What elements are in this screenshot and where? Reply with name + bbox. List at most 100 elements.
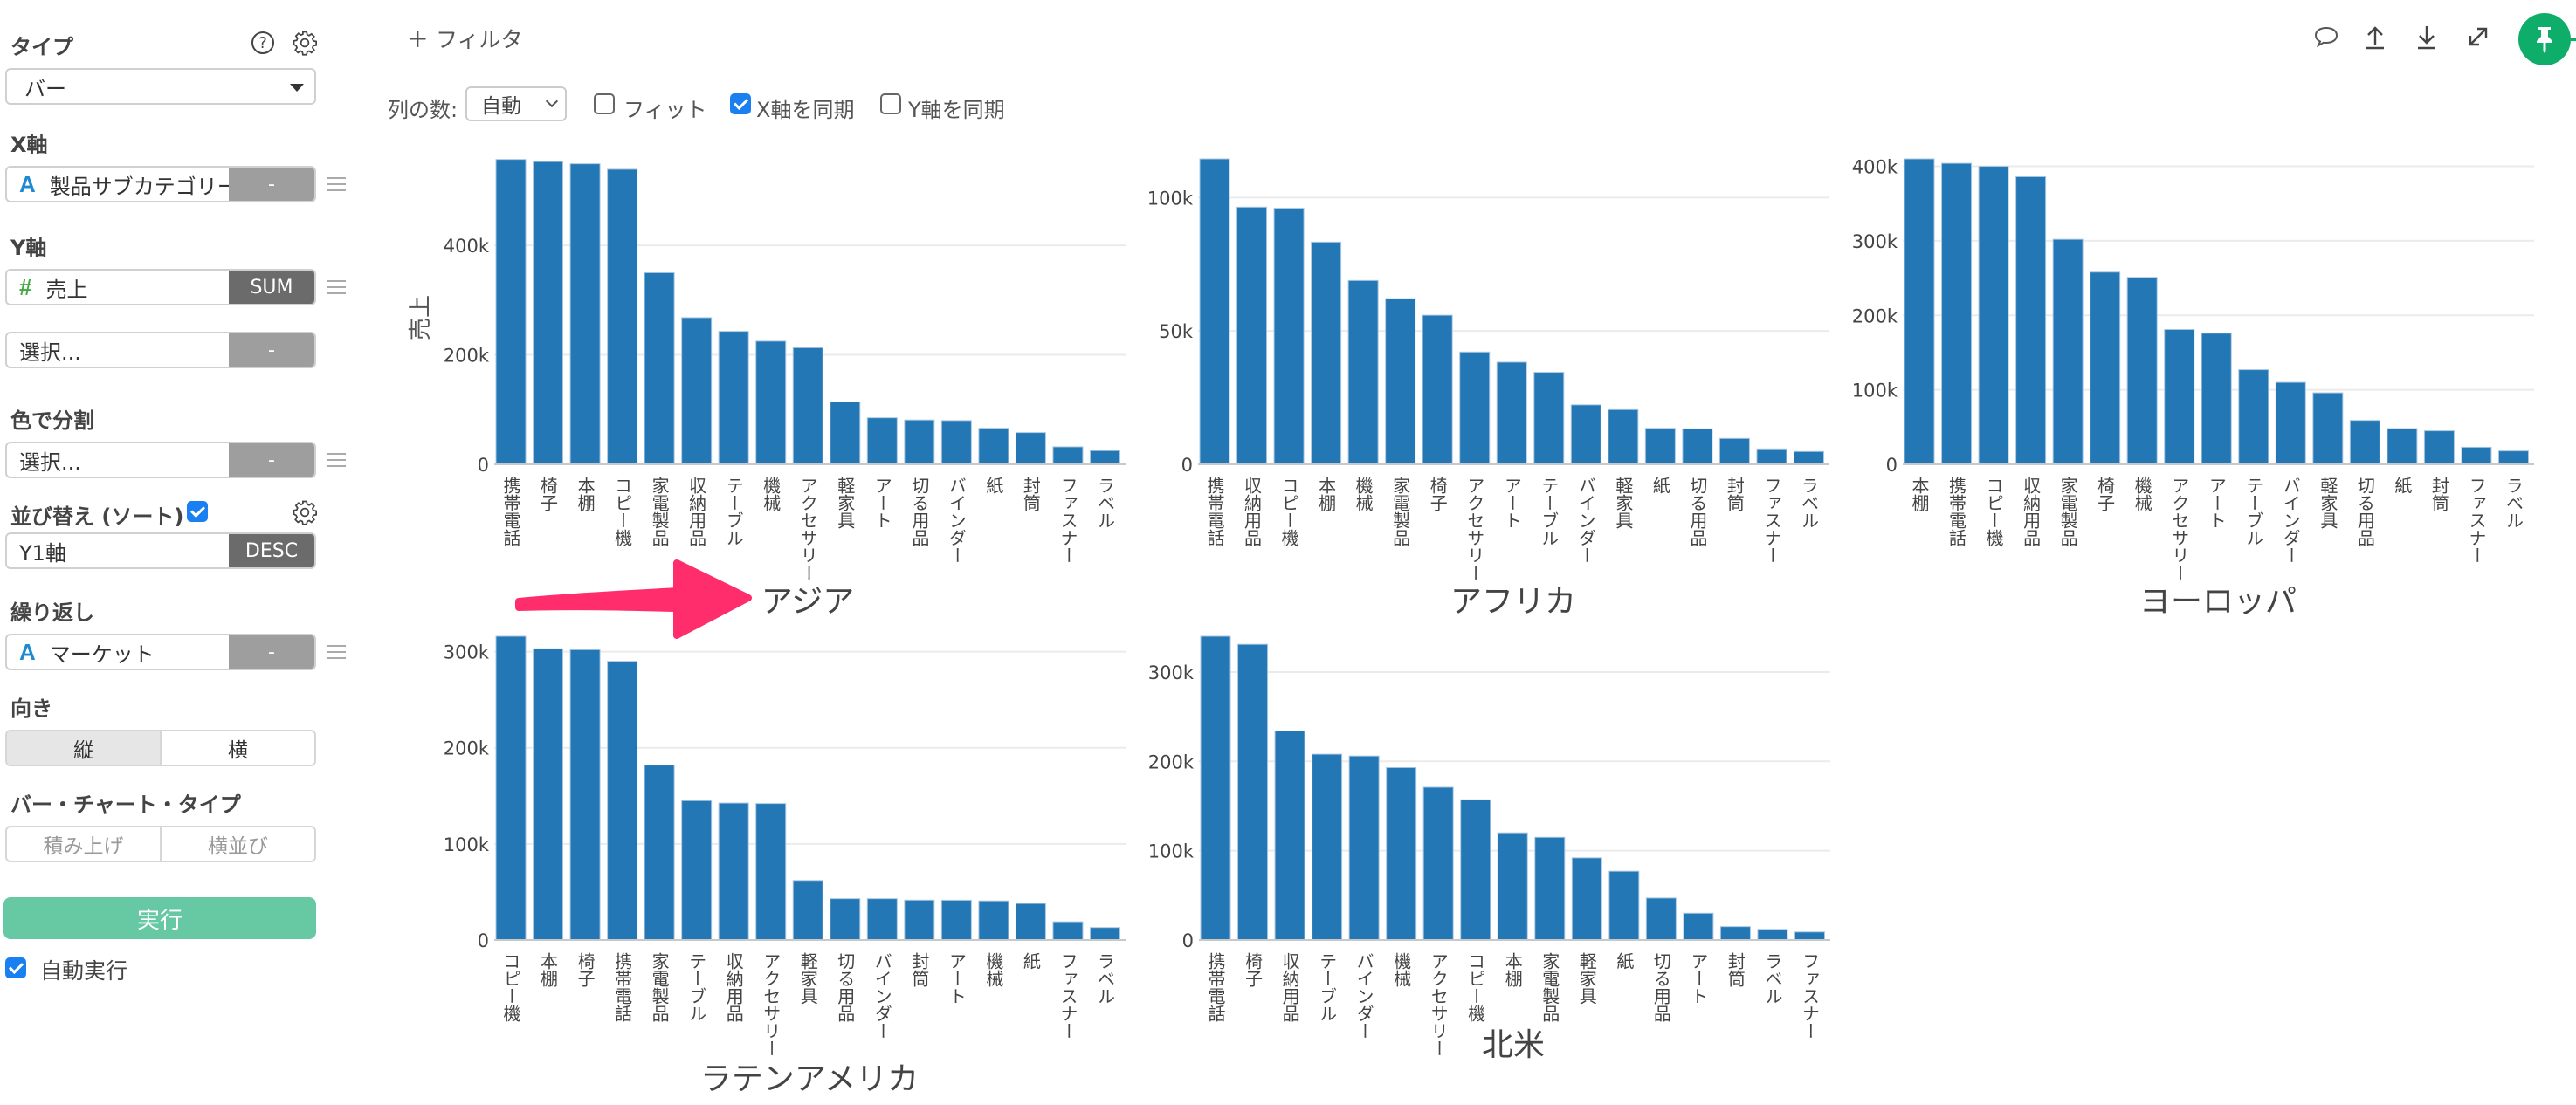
chart-type-select[interactable]: バー <box>5 68 316 105</box>
bar-本棚[interactable] <box>533 648 564 941</box>
bar-家電製品[interactable] <box>1385 298 1416 465</box>
bar-アクセサリー[interactable] <box>2164 328 2195 465</box>
drag-handle-icon[interactable] <box>327 177 346 191</box>
bar-アクセサリー[interactable] <box>755 803 787 941</box>
x-axis-agg-button[interactable]: - <box>229 168 314 201</box>
download-icon[interactable] <box>2411 21 2442 52</box>
bar-携帯電話[interactable] <box>607 661 638 941</box>
sort-order-button[interactable]: DESC <box>229 534 314 567</box>
bar-機械[interactable] <box>978 900 1009 941</box>
add-filter-button[interactable]: ＋ フィルタ <box>407 27 523 52</box>
bar-家電製品[interactable] <box>644 271 675 465</box>
bar-収納用品[interactable] <box>681 317 713 465</box>
bar-アート[interactable] <box>940 899 972 941</box>
bar-封筒[interactable] <box>904 899 935 941</box>
bar-本棚[interactable] <box>1311 241 1342 465</box>
bar-椅子[interactable] <box>1422 314 1453 465</box>
question-circle-icon[interactable]: ? <box>251 31 274 54</box>
bar-ファスナー[interactable] <box>1052 446 1084 465</box>
bar-家電製品[interactable] <box>644 765 675 941</box>
y-axis-2-field[interactable]: 選択... - <box>5 332 316 368</box>
bar-携帯電話[interactable] <box>495 159 527 465</box>
bar-バインダー[interactable] <box>1348 755 1380 941</box>
bar-ラベル[interactable] <box>1089 450 1120 465</box>
bar-切る用品[interactable] <box>904 419 935 465</box>
drag-handle-icon[interactable] <box>327 280 346 294</box>
bar-コピー機[interactable] <box>1460 799 1491 941</box>
sync-y-checkbox[interactable] <box>880 93 901 114</box>
bar-バインダー[interactable] <box>1570 404 1601 465</box>
bar-紙[interactable] <box>1644 428 1676 465</box>
bar-機械[interactable] <box>2126 277 2158 465</box>
auto-run-checkbox[interactable] <box>5 957 26 978</box>
bar-軽家具[interactable] <box>792 880 823 941</box>
bar-コピー機[interactable] <box>1978 166 2009 465</box>
bar-収納用品[interactable] <box>2015 175 2047 465</box>
bar-コピー機[interactable] <box>607 168 638 465</box>
bar-携帯電話[interactable] <box>1199 158 1230 465</box>
bar-切る用品[interactable] <box>1682 428 1713 465</box>
repeat-agg-button[interactable]: - <box>229 635 314 669</box>
bar-椅子[interactable] <box>2090 271 2121 465</box>
columns-select[interactable]: 自動 <box>465 86 567 121</box>
bar-機械[interactable] <box>1347 279 1379 465</box>
bar-封筒[interactable] <box>1719 926 1751 941</box>
bar-家電製品[interactable] <box>1534 836 1566 941</box>
bar-コピー機[interactable] <box>1273 208 1305 465</box>
x-axis-field[interactable]: A 製品サブカテゴリー - <box>5 166 316 202</box>
bar-アクセサリー[interactable] <box>1422 786 1454 941</box>
bar-ラベル[interactable] <box>1089 927 1120 941</box>
bar-封筒[interactable] <box>1015 432 1046 465</box>
bar-椅子[interactable] <box>569 649 601 941</box>
bar-切る用品[interactable] <box>830 898 861 941</box>
bar-椅子[interactable] <box>1237 643 1269 941</box>
bar-ファスナー[interactable] <box>1794 931 1825 941</box>
drag-handle-icon[interactable] <box>327 645 346 659</box>
bar-ファスナー[interactable] <box>2461 446 2492 465</box>
fit-checkbox[interactable] <box>594 93 615 114</box>
bar-テーブル[interactable] <box>2238 369 2269 465</box>
repeat-field[interactable]: A マーケット - <box>5 634 316 670</box>
drag-handle-icon[interactable] <box>327 453 346 467</box>
bar-紙[interactable] <box>1608 870 1640 941</box>
bar-家電製品[interactable] <box>2052 238 2084 465</box>
bar-アクセサリー[interactable] <box>792 347 823 465</box>
bar-テーブル[interactable] <box>718 331 749 465</box>
color-split-field[interactable]: 選択... - <box>5 442 316 478</box>
orientation-horizontal-button[interactable]: 横 <box>160 731 314 765</box>
gear-icon[interactable] <box>292 30 318 59</box>
bar-ラベル[interactable] <box>1793 450 1824 465</box>
bar-収納用品[interactable] <box>1274 730 1305 941</box>
bar-テーブル[interactable] <box>1533 372 1565 465</box>
bar-アート[interactable] <box>2201 333 2232 465</box>
bar-ラベル[interactable] <box>2497 450 2529 465</box>
run-button[interactable]: 実行 <box>3 897 316 939</box>
bar-機械[interactable] <box>755 340 787 465</box>
bar-コピー機[interactable] <box>495 635 527 941</box>
bar-収納用品[interactable] <box>1236 206 1268 465</box>
bar-ファスナー[interactable] <box>1756 448 1787 465</box>
comment-icon[interactable] <box>2311 21 2342 52</box>
bar-バインダー[interactable] <box>940 420 972 465</box>
bar-本棚[interactable] <box>1497 832 1528 941</box>
bar-封筒[interactable] <box>2423 430 2455 465</box>
bar-椅子[interactable] <box>533 161 564 465</box>
bar-切る用品[interactable] <box>2349 420 2380 465</box>
y-axis-agg-button[interactable]: SUM <box>229 271 314 304</box>
expand-icon[interactable] <box>2462 21 2494 52</box>
bar-アート[interactable] <box>1496 361 1527 465</box>
sort-checkbox[interactable] <box>187 501 208 522</box>
bar-軽家具[interactable] <box>830 401 861 465</box>
sync-x-checkbox[interactable] <box>730 93 751 114</box>
bar-アクセサリー[interactable] <box>1459 351 1491 465</box>
upload-icon[interactable] <box>2359 21 2391 52</box>
bar-収納用品[interactable] <box>718 802 749 941</box>
bar-携帯電話[interactable] <box>1941 162 1973 465</box>
bar-ラベル[interactable] <box>1757 929 1788 941</box>
y-axis-field[interactable]: # 売上 SUM <box>5 269 316 305</box>
bar-type-grouped-button[interactable]: 横並び <box>160 827 314 861</box>
bar-軽家具[interactable] <box>1571 857 1602 941</box>
bar-機械[interactable] <box>1386 766 1417 941</box>
pin-button[interactable] <box>2518 13 2571 65</box>
bar-軽家具[interactable] <box>1608 408 1639 465</box>
